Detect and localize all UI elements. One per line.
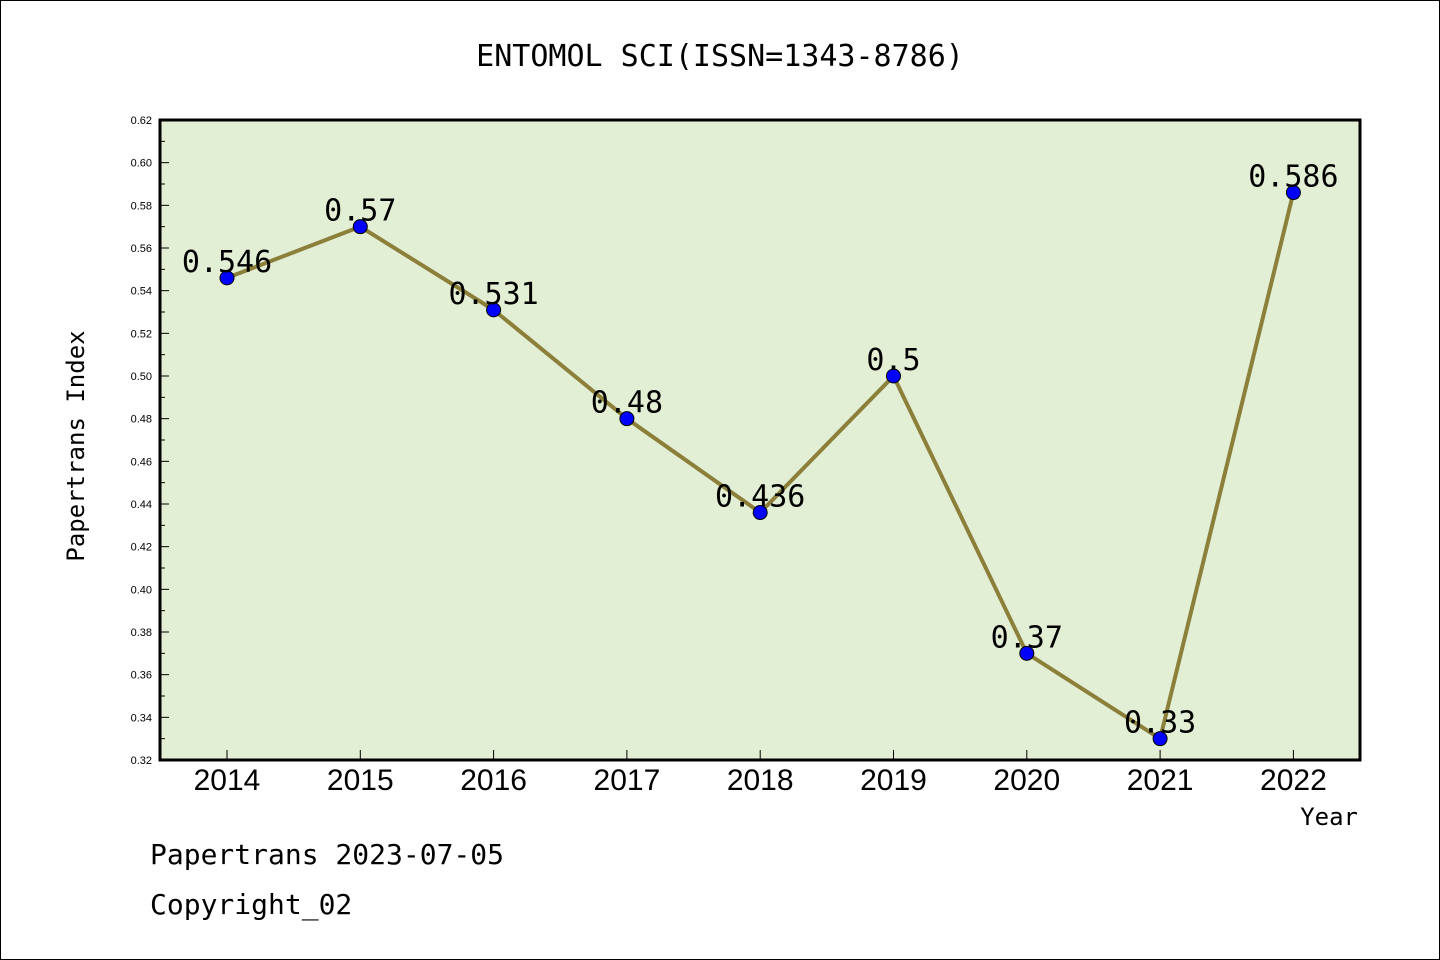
- y-tick-label: 0.44: [131, 499, 152, 511]
- y-tick-label: 0.38: [131, 627, 152, 639]
- y-tick-label: 0.54: [131, 286, 152, 298]
- y-axis-label: Papertrans Index: [62, 330, 90, 561]
- y-axis: 0.32 0.34 0.36 0.38 0.40 0.42 0.44 0.46 0.48 0.50…: [131, 115, 169, 767]
- y-tick-label: 0.42: [131, 542, 152, 554]
- data-label: 0.33: [1124, 706, 1196, 741]
- footer-date: Papertrans 2023-07-05: [150, 838, 504, 871]
- x-tick-label: 2017: [594, 764, 661, 797]
- x-axis: 2014 2015 2016 2017 2018 2019 2020 2021 2022: [194, 750, 1327, 797]
- x-tick-label: 2016: [460, 764, 527, 797]
- data-point: [352, 219, 368, 235]
- y-tick-label: 0.62: [131, 115, 152, 127]
- data-label: 0.37: [991, 620, 1063, 655]
- y-tick-label: 0.34: [131, 712, 152, 724]
- y-tick-label: 0.40: [131, 584, 152, 596]
- y-tick-label: 0.36: [131, 670, 152, 682]
- data-label: 0.531: [448, 277, 538, 312]
- data-labels-group: 0.546 0.57 0.531 0.48 0.436 0.5 0.37 0.33 0.586: [182, 160, 1339, 741]
- y-tick-label: 0.52: [131, 328, 152, 340]
- series-group: [219, 185, 1301, 747]
- x-tick-label: 2014: [194, 764, 261, 797]
- data-point: [219, 270, 235, 286]
- data-point: [752, 505, 768, 521]
- data-point: [1019, 645, 1035, 661]
- x-tick-label: 2022: [1260, 764, 1327, 797]
- data-point: [1285, 185, 1301, 201]
- y-tick-label: 0.32: [131, 755, 152, 767]
- data-point: [486, 302, 502, 318]
- y-tick-label: 0.58: [131, 200, 152, 212]
- x-tick-label: 2020: [993, 764, 1060, 797]
- chart-title: ENTOMOL SCI(ISSN=1343-8786): [476, 39, 964, 74]
- data-point: [619, 411, 635, 427]
- data-label: 0.48: [591, 386, 663, 421]
- data-label: 0.546: [182, 245, 272, 280]
- y-tick-label: 0.48: [131, 414, 152, 426]
- x-tick-label: 2018: [727, 764, 794, 797]
- data-label: 0.586: [1248, 160, 1338, 195]
- y-tick-label: 0.46: [131, 456, 152, 468]
- data-label: 0.57: [324, 194, 396, 229]
- data-point: [1152, 731, 1168, 747]
- data-point: [886, 368, 901, 384]
- x-tick-label: 2021: [1127, 764, 1194, 797]
- data-label: 0.5: [866, 343, 920, 378]
- x-tick-label: 2019: [860, 764, 927, 797]
- footer-copyright: Copyright_02: [150, 888, 352, 922]
- y-tick-label: 0.56: [131, 243, 152, 255]
- x-tick-label: 2015: [327, 764, 394, 797]
- x-axis-label: Year: [1300, 803, 1358, 831]
- y-tick-label: 0.60: [131, 158, 152, 170]
- y-tick-label: 0.50: [131, 371, 152, 383]
- data-label: 0.436: [715, 480, 805, 515]
